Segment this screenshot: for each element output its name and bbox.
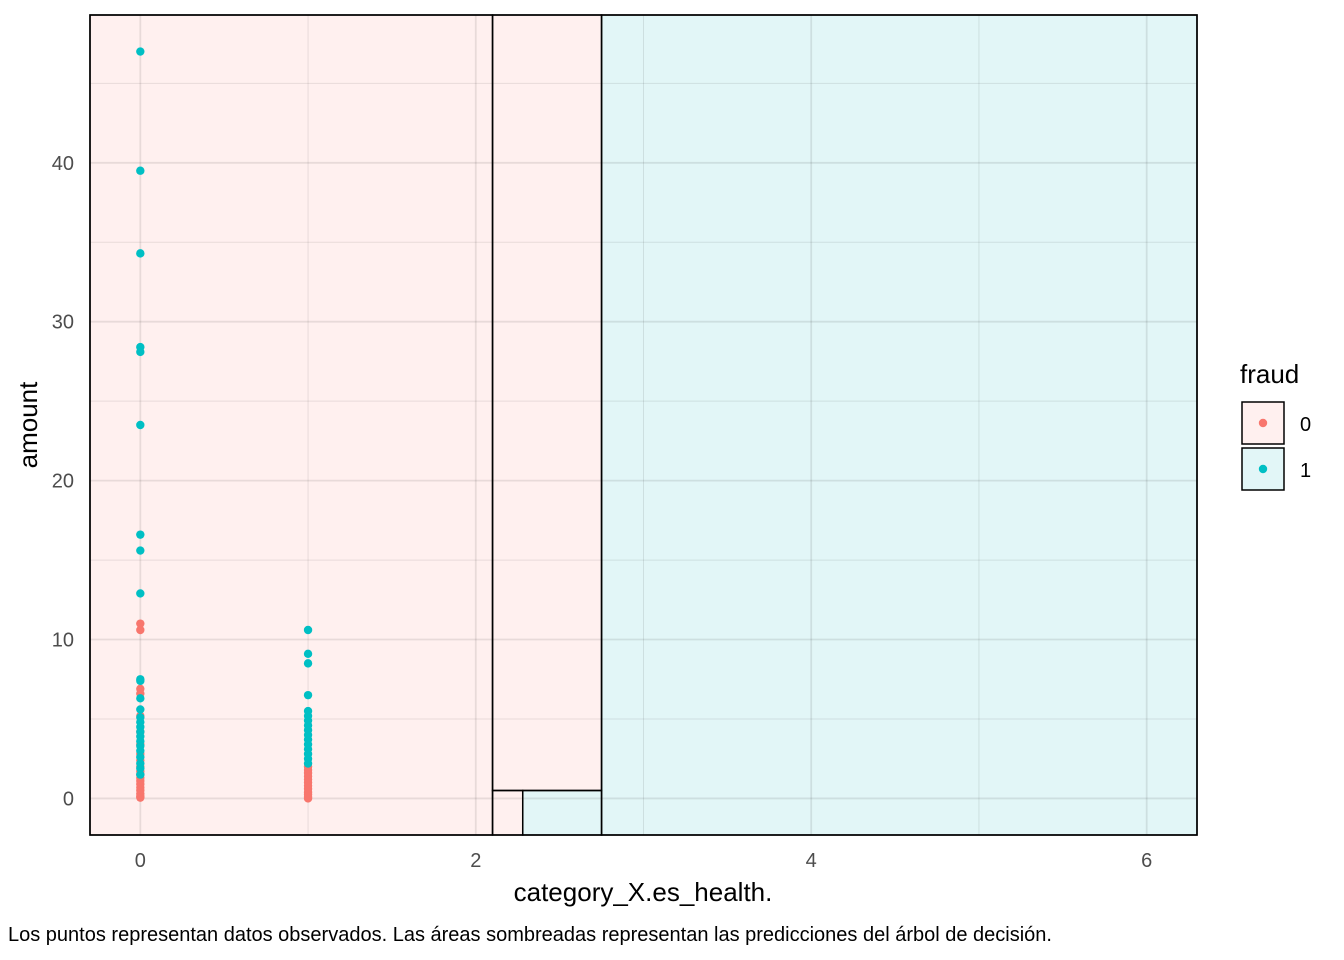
data-point-fraud-1 bbox=[136, 47, 145, 56]
y-axis-ticks: 0 10 20 30 40 bbox=[52, 153, 74, 811]
y-tick-label: 0 bbox=[63, 788, 74, 810]
x-axis-title: category_X.es_health. bbox=[514, 877, 773, 907]
legend-label-0: 0 bbox=[1300, 414, 1311, 436]
data-point-fraud-1 bbox=[303, 649, 313, 659]
caption: Los puntos representan datos observados.… bbox=[8, 924, 1052, 946]
data-point-fraud-1 bbox=[136, 420, 145, 430]
data-point-fraud-1 bbox=[136, 530, 145, 539]
legend-items: 01 bbox=[1241, 401, 1311, 491]
data-point-fraud-1 bbox=[136, 705, 145, 714]
x-axis-ticks: 0 2 4 6 bbox=[135, 850, 1152, 872]
data-point-fraud-1 bbox=[303, 759, 313, 768]
y-tick-label: 40 bbox=[52, 153, 74, 175]
legend-label-1: 1 bbox=[1300, 460, 1311, 482]
data-point-fraud-1 bbox=[136, 752, 145, 762]
data-point-fraud-1 bbox=[303, 625, 313, 635]
x-tick-label: 2 bbox=[470, 850, 481, 872]
data-point-fraud-1 bbox=[136, 589, 145, 598]
data-point-fraud-1 bbox=[136, 249, 145, 258]
data-point-fraud-1 bbox=[136, 166, 145, 175]
data-point-fraud-1 bbox=[136, 347, 145, 357]
y-tick-label: 20 bbox=[52, 471, 74, 493]
data-point-fraud-1 bbox=[136, 546, 145, 555]
legend-marker-1 bbox=[1258, 464, 1268, 474]
y-axis-title: amount bbox=[13, 381, 43, 468]
data-point-fraud-1 bbox=[136, 770, 145, 779]
region-class-1 bbox=[601, 15, 1197, 835]
region-class-1 bbox=[522, 790, 602, 835]
data-point-fraud-1 bbox=[136, 764, 145, 773]
data-point-fraud-0 bbox=[303, 794, 313, 803]
region-class-0 bbox=[492, 790, 523, 835]
data-point-fraud-0 bbox=[136, 625, 145, 635]
data-point-fraud-1 bbox=[303, 659, 313, 668]
data-point-fraud-1 bbox=[303, 690, 313, 700]
region-class-0 bbox=[90, 15, 493, 835]
prediction-regions bbox=[90, 15, 1197, 835]
legend: fraud 01 bbox=[1240, 359, 1311, 491]
legend-marker-0 bbox=[1258, 418, 1268, 428]
legend-title: fraud bbox=[1240, 359, 1299, 389]
x-tick-label: 6 bbox=[1141, 850, 1152, 872]
data-point-fraud-1 bbox=[136, 694, 145, 703]
data-points bbox=[136, 47, 313, 803]
data-point-fraud-1 bbox=[136, 676, 145, 686]
y-tick-label: 30 bbox=[52, 312, 74, 334]
data-point-fraud-1 bbox=[136, 746, 145, 755]
x-tick-label: 4 bbox=[806, 850, 817, 872]
data-point-fraud-0 bbox=[136, 619, 145, 628]
x-tick-label: 0 bbox=[135, 850, 146, 872]
data-point-fraud-0 bbox=[136, 793, 145, 802]
panel-border bbox=[89, 14, 1198, 836]
region-class-0 bbox=[492, 15, 602, 791]
y-tick-label: 10 bbox=[52, 630, 74, 652]
gridlines bbox=[90, 15, 1197, 835]
